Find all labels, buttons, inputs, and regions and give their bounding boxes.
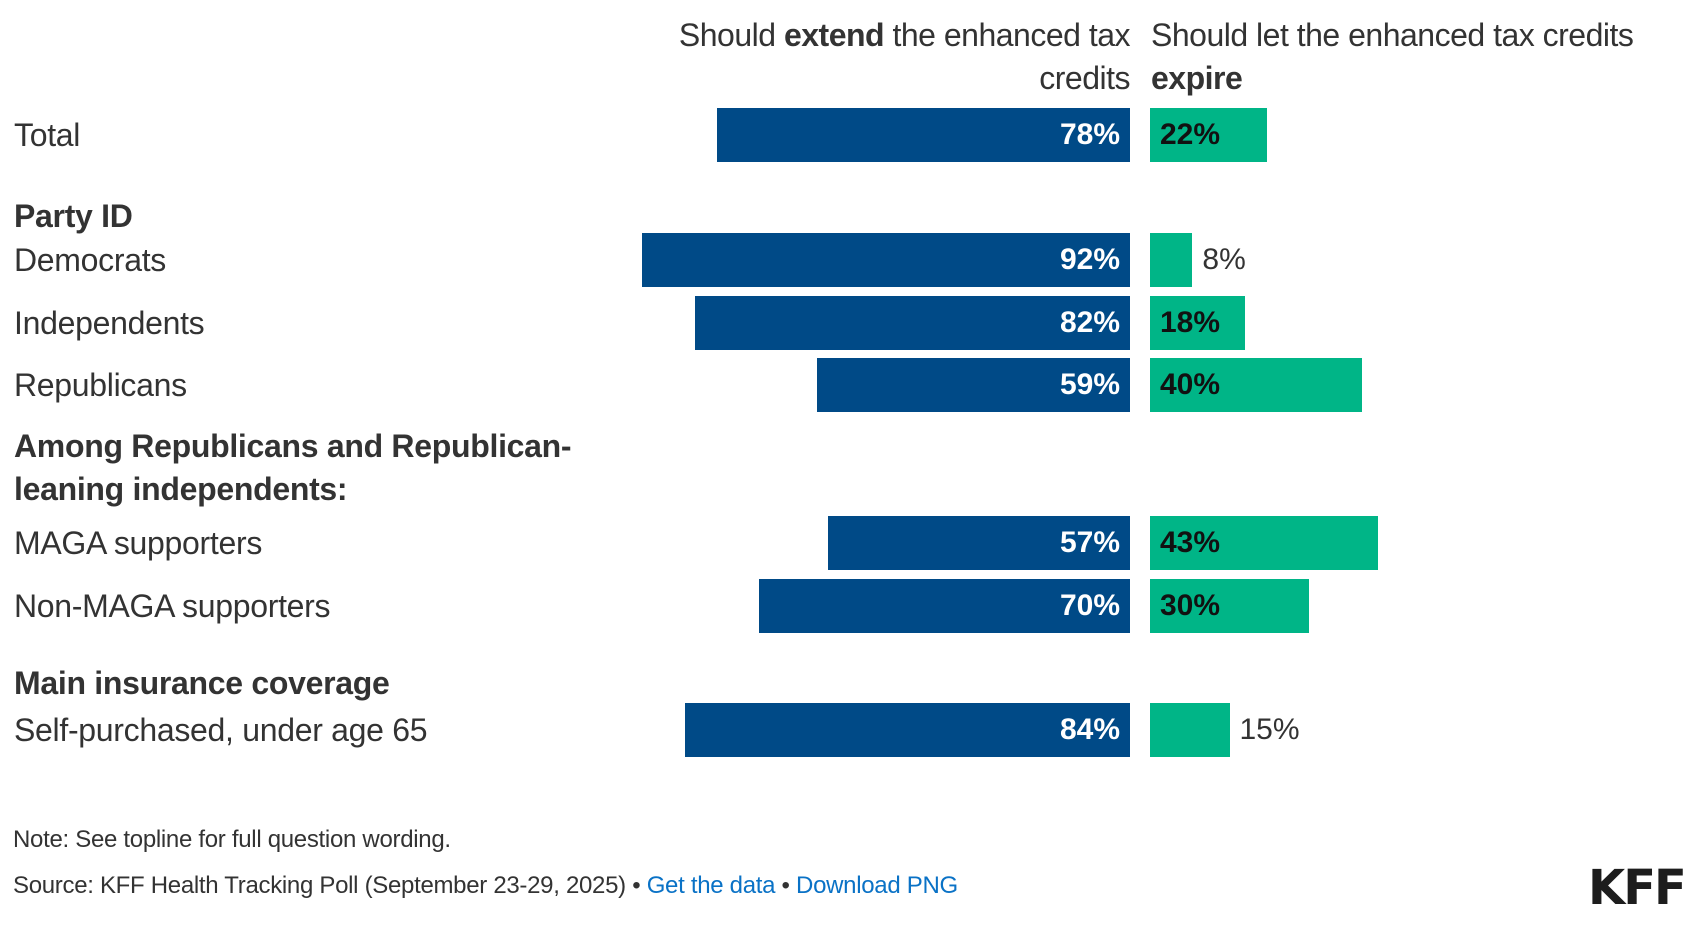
kff-logo: KFF [1588, 860, 1684, 916]
bar-extend [827, 516, 1130, 570]
category-label: Democrats [14, 242, 167, 278]
data-label-expire: 15% [1239, 713, 1300, 746]
data-label-extend: 92% [1059, 243, 1120, 276]
bar-expire [1150, 579, 1309, 633]
bar-expire [1150, 358, 1362, 412]
column-header-expire: Should let the enhanced tax credits expi… [1151, 14, 1671, 100]
bar-expire [1150, 516, 1378, 570]
data-label-expire: 40% [1160, 368, 1221, 401]
footer-source-line: Source: KFF Health Tracking Poll (Septem… [13, 872, 958, 900]
category-label: Self-purchased, under age 65 [14, 712, 428, 748]
group-label: Main insurance coverage [14, 665, 390, 701]
category-label: Non-MAGA supporters [14, 588, 331, 624]
bar-extend [716, 108, 1130, 162]
data-label-extend: 84% [1059, 713, 1120, 746]
data-label-expire: 18% [1160, 306, 1221, 339]
data-label-extend: 57% [1059, 526, 1120, 559]
category-label: Total [14, 117, 81, 153]
bar-extend [817, 358, 1130, 412]
data-label-expire: 43% [1160, 526, 1221, 559]
bar-expire [1150, 108, 1267, 162]
get-the-data-link[interactable]: Get the data [646, 872, 776, 899]
bar-extend [759, 579, 1130, 633]
bar-expire [1150, 703, 1230, 757]
header-extend-post: the enhanced tax credits [884, 17, 1130, 96]
category-label: Independents [14, 305, 205, 341]
category-label: MAGA supporters [14, 525, 263, 561]
data-label-expire: 8% [1202, 243, 1246, 276]
bar-expire [1150, 233, 1193, 287]
data-label-extend: 78% [1059, 118, 1120, 151]
data-label-extend: 70% [1059, 589, 1120, 622]
data-label-expire: 22% [1160, 118, 1221, 151]
column-header-extend: Should extend the enhanced tax credits [610, 14, 1131, 100]
separator: • [775, 872, 797, 899]
header-extend-pre: Should [678, 17, 784, 53]
bar-extend [684, 703, 1130, 757]
footer-note: Note: See topline for full question word… [13, 826, 451, 853]
group-label: Party ID [14, 198, 133, 234]
header-expire-bold: expire [1151, 60, 1243, 96]
category-label: Republicans [14, 367, 187, 403]
source-text: Source: KFF Health Tracking Poll (Septem… [13, 872, 626, 899]
group-label: Among Republicans and Republican-leaning… [14, 428, 572, 507]
bar-extend [642, 233, 1130, 287]
data-label-extend: 59% [1059, 368, 1120, 401]
bar-expire [1150, 296, 1246, 350]
download-png-link[interactable]: Download PNG [796, 872, 958, 899]
data-label-expire: 30% [1160, 589, 1221, 622]
header-extend-bold: extend [783, 17, 885, 53]
bar-extend [695, 296, 1130, 350]
separator: • [625, 872, 647, 899]
header-expire-pre: Should let the enhanced tax credits [1151, 17, 1634, 53]
data-label-extend: 82% [1059, 306, 1120, 339]
